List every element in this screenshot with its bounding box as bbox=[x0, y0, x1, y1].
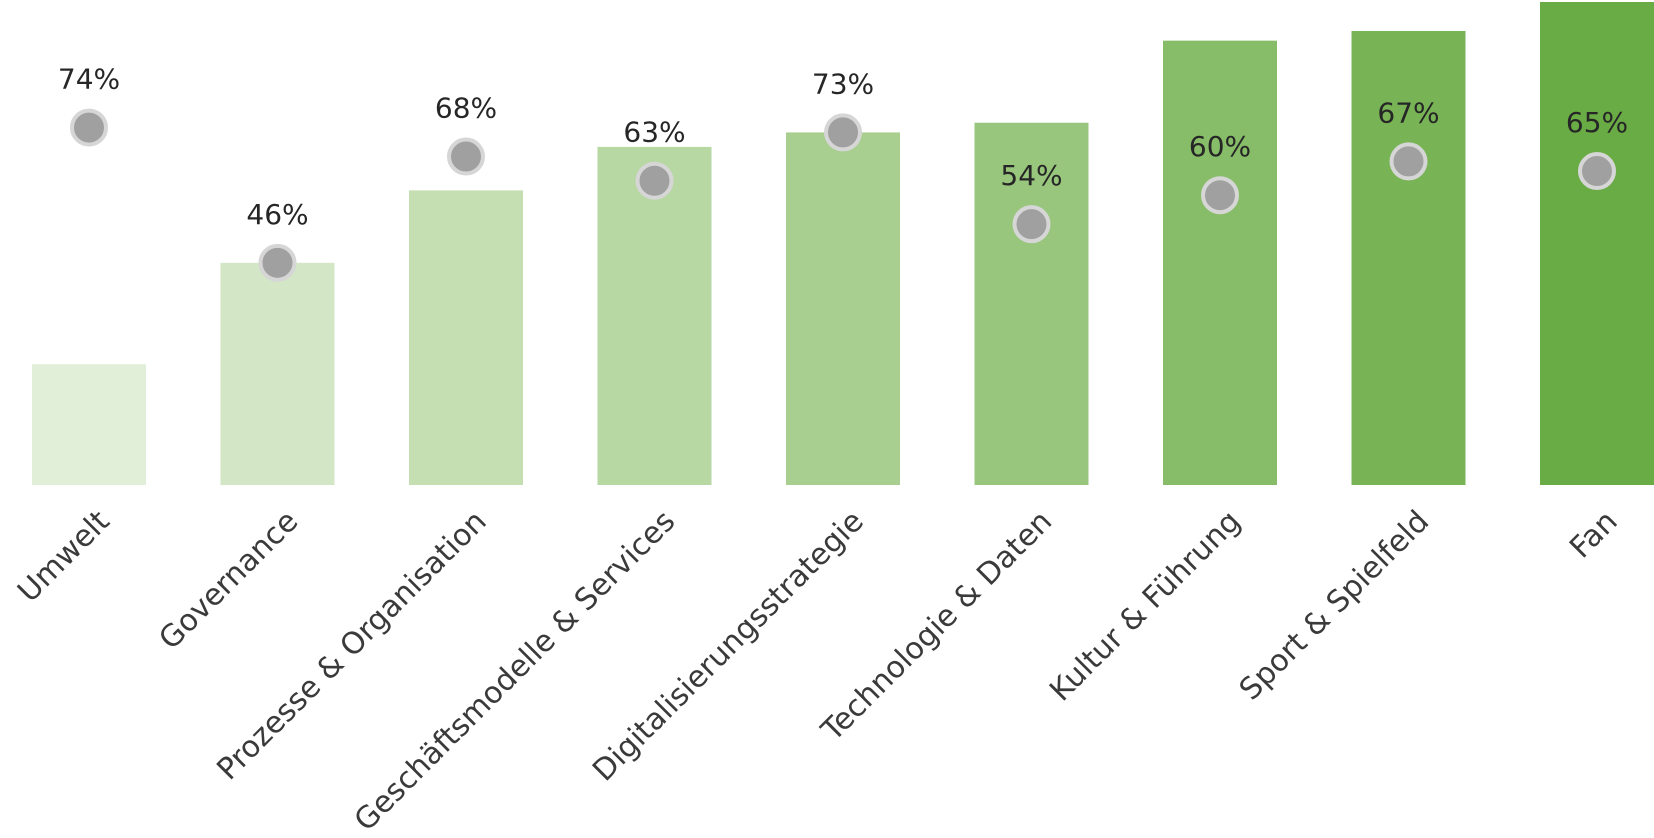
dot-label-5: 73% bbox=[812, 67, 874, 100]
bar-6 bbox=[974, 122, 1089, 485]
dot-label-3: 68% bbox=[435, 92, 497, 125]
dot-label-8: 67% bbox=[1377, 96, 1439, 129]
dot-4 bbox=[635, 161, 674, 200]
bar-7 bbox=[1163, 40, 1277, 485]
bar-3 bbox=[409, 190, 523, 485]
bar-4 bbox=[597, 146, 712, 485]
dot-label-4: 63% bbox=[623, 116, 685, 149]
dot-label-9: 65% bbox=[1566, 106, 1628, 139]
category-label-2: Governance bbox=[152, 504, 305, 657]
bar-9 bbox=[1540, 2, 1654, 485]
dots-group bbox=[70, 108, 1616, 282]
category-label-8: Sport & Spielfeld bbox=[1233, 504, 1436, 707]
bar-2 bbox=[220, 262, 335, 485]
dot-label-7: 60% bbox=[1189, 130, 1251, 163]
category-label-1: Umwelt bbox=[11, 504, 117, 610]
dot-labels-group: 74% 46% 68% 63% 73% 54% 60% 67% 65% bbox=[58, 63, 1628, 231]
dot-8 bbox=[1389, 142, 1428, 181]
dot-7 bbox=[1201, 176, 1239, 215]
category-label-7: Kultur & Führung bbox=[1043, 504, 1247, 708]
bar-8 bbox=[1351, 30, 1466, 485]
bar-1 bbox=[32, 364, 146, 485]
dot-label-1: 74% bbox=[58, 63, 120, 96]
dot-label-2: 46% bbox=[246, 198, 308, 231]
category-label-4: Geschäftsmodelle & Services bbox=[348, 504, 682, 838]
dot-9 bbox=[1578, 152, 1616, 191]
dot-5 bbox=[824, 113, 862, 152]
dot-6 bbox=[1012, 205, 1051, 244]
dot-2 bbox=[258, 243, 297, 282]
bar-5 bbox=[786, 132, 900, 485]
dot-label-6: 54% bbox=[1000, 159, 1062, 192]
dot-3 bbox=[447, 137, 485, 176]
dot-1 bbox=[70, 108, 108, 147]
bars-group bbox=[32, 2, 1654, 485]
category-label-9: Fan bbox=[1563, 504, 1624, 565]
